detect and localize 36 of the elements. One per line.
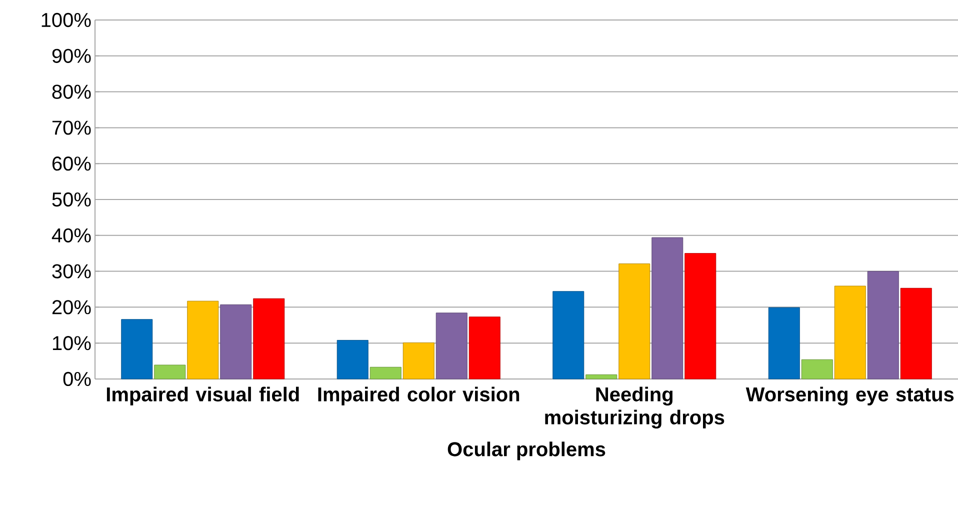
bar <box>867 271 899 380</box>
bar <box>768 307 800 380</box>
bar <box>402 342 434 380</box>
y-tick-label: 100% <box>42 12 91 28</box>
y-tick-label: 80% <box>52 84 91 99</box>
x-axis-title: Ocular problems <box>448 442 606 460</box>
bar <box>652 237 684 380</box>
bar <box>801 359 833 380</box>
y-tick-label: 90% <box>52 48 91 63</box>
bar <box>121 319 153 380</box>
x-tick-label: Needing moisturizing drops <box>545 386 724 429</box>
y-tick-label: 0% <box>63 372 91 386</box>
y-tick-label: 10% <box>52 336 91 350</box>
y-tick-label: 50% <box>52 192 91 207</box>
y-tick-label: 40% <box>52 228 91 242</box>
bar <box>900 288 932 380</box>
bar <box>618 264 650 380</box>
x-tick-label: Worsening eye status <box>746 386 954 406</box>
bar <box>684 253 716 380</box>
bar <box>154 364 186 380</box>
bar <box>586 374 618 380</box>
bar <box>253 298 285 380</box>
bar <box>220 304 252 380</box>
x-tick-label: Impaired color vision <box>318 386 520 406</box>
y-tick-label: 30% <box>52 264 91 278</box>
y-tick-label: 70% <box>52 120 91 135</box>
bar <box>187 300 219 380</box>
bar <box>834 286 866 380</box>
bar <box>336 340 368 380</box>
y-tick-label: 20% <box>52 300 91 314</box>
bar <box>468 316 500 380</box>
bar <box>370 366 402 380</box>
bar <box>436 312 468 380</box>
bar <box>552 291 584 380</box>
x-tick-label: Impaired visual field <box>106 386 299 406</box>
y-tick-label: 60% <box>52 156 91 171</box>
